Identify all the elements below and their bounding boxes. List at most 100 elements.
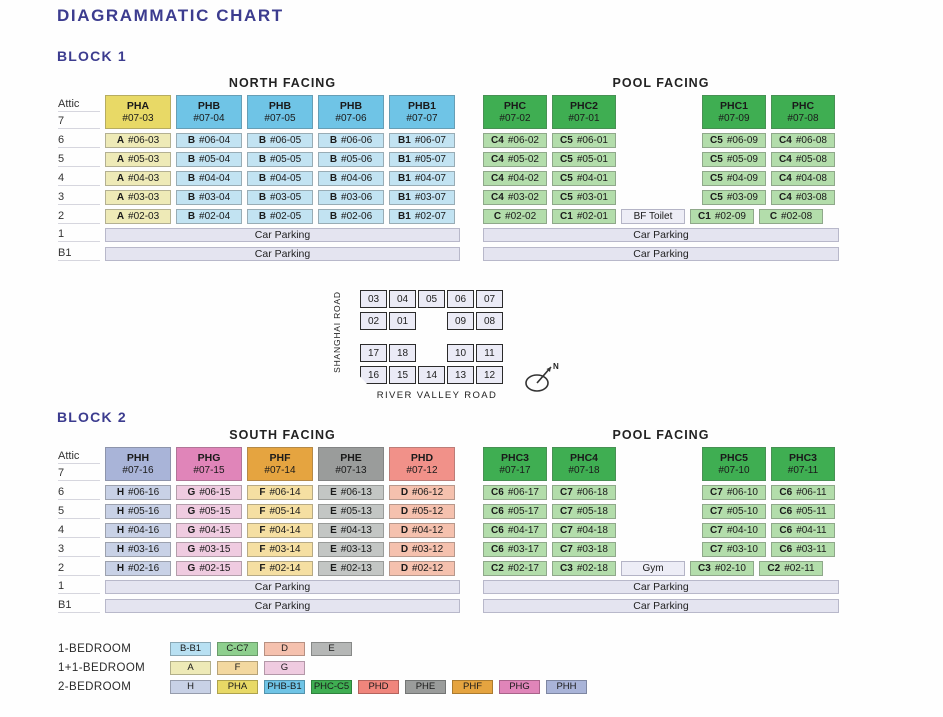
floor-row: C #02-02 C1 #02-01 BF Toilet C1 #02-09 C #02-08 bbox=[483, 209, 839, 224]
column-gap bbox=[621, 152, 697, 167]
unit-type: G bbox=[187, 506, 196, 517]
unit-number: #03-01 bbox=[576, 192, 608, 203]
unit-cell: C4 #06-08 bbox=[771, 133, 835, 148]
penthouse-unit-number: #07-16 bbox=[122, 464, 154, 476]
unit-type: B bbox=[187, 173, 196, 184]
unit-type: E bbox=[330, 487, 337, 498]
unit-type: E bbox=[330, 525, 337, 536]
penthouse-header: PHB1 #07-07 bbox=[389, 95, 455, 129]
unit-number: #05-02 bbox=[507, 154, 539, 165]
penthouse-unit-number: #07-08 bbox=[787, 112, 819, 124]
penthouse-unit-number: #07-17 bbox=[499, 464, 531, 476]
unit-cell: D #04-12 bbox=[389, 523, 455, 538]
unit-number: #05-12 bbox=[412, 506, 444, 517]
unit-cell: C7 #03-10 bbox=[702, 542, 766, 557]
unit-cell: C7 #03-18 bbox=[552, 542, 616, 557]
unit-type: H bbox=[116, 563, 125, 574]
unit-cell: B #06-06 bbox=[318, 133, 384, 148]
unit-cell: C7 #05-10 bbox=[702, 504, 766, 519]
unit-type: A bbox=[116, 154, 125, 165]
parking-row: Car Parking bbox=[483, 247, 839, 261]
unit-cell: G #06-15 bbox=[176, 485, 242, 500]
penthouse-name: PHB bbox=[268, 99, 292, 112]
unit-cell: C7 #06-10 bbox=[702, 485, 766, 500]
map-unit: 10 bbox=[447, 344, 474, 362]
row-label: 1 bbox=[58, 228, 100, 242]
unit-cell: B #02-06 bbox=[318, 209, 384, 224]
legend-swatch: PHF bbox=[452, 679, 493, 694]
unit-cell: A #05-03 bbox=[105, 152, 171, 167]
unit-cell: A #04-03 bbox=[105, 171, 171, 186]
legend-swatch: PHB-B1 bbox=[264, 679, 305, 694]
floor-row: 5 A #05-03 B #05-04 B #05-05 B #05-06 B1 #05-07 bbox=[58, 152, 460, 167]
unit-type: C6 bbox=[491, 487, 504, 498]
unit-cell: C4 #04-08 bbox=[771, 171, 835, 186]
unit-type: C4 bbox=[779, 192, 792, 203]
legend-swatch: PHD bbox=[358, 679, 399, 694]
penthouse-name: PHC5 bbox=[719, 451, 748, 464]
unit-number: #02-02 bbox=[505, 211, 537, 222]
unit-number: #04-09 bbox=[726, 173, 758, 184]
unit-number: #04-07 bbox=[414, 173, 446, 184]
unit-type: C5 bbox=[710, 173, 723, 184]
legend-swatch: D bbox=[264, 641, 305, 656]
legend-row-label: 1-BEDROOM bbox=[58, 642, 132, 655]
floor-row: 5 H #05-16 G #05-15 F #05-14 E #05-13 D #05-12 bbox=[58, 504, 460, 519]
unit-number: #06-17 bbox=[507, 487, 539, 498]
legend-swatch: PHH bbox=[546, 679, 587, 694]
unit-type: E bbox=[330, 563, 337, 574]
unit-number: #04-06 bbox=[341, 173, 373, 184]
unit-cell: E #05-13 bbox=[318, 504, 384, 519]
unit-cell: H #02-16 bbox=[105, 561, 171, 576]
map-unit: 13 bbox=[447, 366, 474, 384]
unit-type: C5 bbox=[560, 135, 573, 146]
penthouse-unit-number: #07-15 bbox=[193, 464, 225, 476]
unit-number: #03-14 bbox=[269, 544, 301, 555]
unit-cell: C3 #02-10 bbox=[690, 561, 754, 576]
penthouse-unit-number: #07-05 bbox=[264, 112, 296, 124]
row-label: 5 bbox=[58, 504, 100, 519]
map-unit: 18 bbox=[389, 344, 416, 362]
car-parking-bar: Car Parking bbox=[483, 247, 839, 261]
map-unit: 06 bbox=[447, 290, 474, 308]
unit-type: B1 bbox=[398, 192, 411, 203]
unit-cell: F #05-14 bbox=[247, 504, 313, 519]
legend-swatch: A bbox=[170, 660, 211, 675]
unit-type: B bbox=[258, 211, 267, 222]
unit-number: #06-16 bbox=[128, 487, 160, 498]
facing-title: POOL FACING bbox=[612, 76, 710, 90]
unit-type: C7 bbox=[710, 487, 723, 498]
unit-cell: H #04-16 bbox=[105, 523, 171, 538]
unit-type: B bbox=[329, 211, 338, 222]
unit-type: C4 bbox=[491, 154, 504, 165]
penthouse-unit-number: #07-01 bbox=[568, 112, 600, 124]
unit-number: #03-18 bbox=[576, 544, 608, 555]
attic-label: Attic bbox=[58, 95, 100, 112]
penthouse-name: PHC1 bbox=[719, 99, 748, 112]
parking-row: B1 Car Parking bbox=[58, 247, 460, 261]
penthouse-unit-number: #07-14 bbox=[264, 464, 296, 476]
unit-cell: C1 #02-09 bbox=[690, 209, 754, 224]
unit-cell: F #02-14 bbox=[247, 561, 313, 576]
unit-number: #02-15 bbox=[199, 563, 231, 574]
unit-number: #04-18 bbox=[576, 525, 608, 536]
unit-cell: B #05-04 bbox=[176, 152, 242, 167]
unit-type: C6 bbox=[491, 525, 504, 536]
unit-cell: D #02-12 bbox=[389, 561, 455, 576]
parking-row: Car Parking bbox=[483, 580, 839, 594]
map-unit: 12 bbox=[476, 366, 503, 384]
unit-number: #02-03 bbox=[128, 211, 160, 222]
floor-row: C6 #03-17 C7 #03-18 C7 #03-10 C6 #03-11 bbox=[483, 542, 839, 557]
unit-type: C5 bbox=[560, 192, 573, 203]
legend-swatch: PHG bbox=[499, 679, 540, 694]
penthouse-unit-number: #07-04 bbox=[193, 112, 225, 124]
floor-row: 2 A #02-03 B #02-04 B #02-05 B #02-06 B1 #02-07 bbox=[58, 209, 460, 224]
floor-row: 2 H #02-16 G #02-15 F #02-14 E #02-13 D #02-12 bbox=[58, 561, 460, 576]
unit-cell: C6 #05-17 bbox=[483, 504, 547, 519]
unit-number: #06-04 bbox=[199, 135, 231, 146]
unit-type: B bbox=[258, 173, 267, 184]
unit-type: C5 bbox=[710, 192, 723, 203]
penthouse-name: PHC bbox=[791, 99, 815, 112]
penthouse-name: PHH bbox=[126, 451, 150, 464]
unit-number: #06-09 bbox=[726, 135, 758, 146]
